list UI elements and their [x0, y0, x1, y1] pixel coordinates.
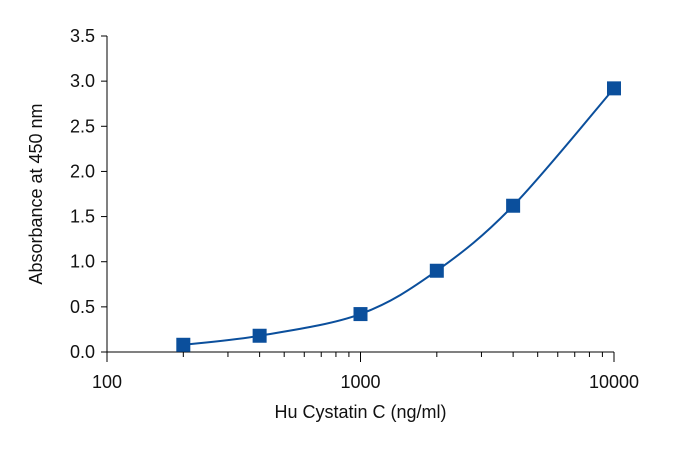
x-tick-label: 100 [92, 372, 122, 392]
data-point-4 [429, 263, 444, 278]
x-tick-label: 1000 [340, 372, 380, 392]
y-tick-label: 1.0 [70, 252, 95, 272]
y-tick-label: 1.5 [70, 207, 95, 227]
ticks: 0.0 0.5 1.0 1.5 2.0 2.5 3.0 3.5 100 1000 10000 [70, 26, 639, 392]
axes [106, 36, 614, 353]
y-axis-label: Absorbance at 450 nm [26, 103, 46, 284]
data-point-3 [353, 307, 368, 322]
y-tick-label: 0.0 [70, 342, 95, 362]
data-point-2 [252, 328, 267, 343]
y-tick-label: 2.0 [70, 161, 95, 181]
fit-curve [183, 87, 615, 346]
x-axis-label: Hu Cystatin C (ng/ml) [274, 402, 446, 422]
y-tick-label: 3.0 [70, 71, 95, 91]
y-tick-label: 3.5 [70, 26, 95, 46]
fit-curve-layer [183, 87, 615, 346]
data-points [176, 81, 621, 352]
x-tick-label: 10000 [589, 372, 639, 392]
y-tick-label: 2.5 [70, 116, 95, 136]
y-tick-label: 0.5 [70, 297, 95, 317]
data-point-1 [176, 337, 191, 352]
data-point-6 [607, 81, 621, 96]
data-point-5 [506, 198, 521, 213]
